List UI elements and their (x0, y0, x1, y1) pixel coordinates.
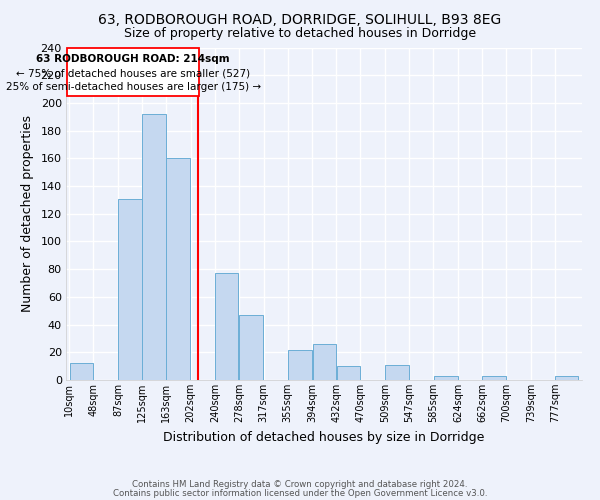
Text: 25% of semi-detached houses are larger (175) →: 25% of semi-detached houses are larger (… (5, 82, 260, 92)
Text: 63, RODBOROUGH ROAD, DORRIDGE, SOLIHULL, B93 8EG: 63, RODBOROUGH ROAD, DORRIDGE, SOLIHULL,… (98, 12, 502, 26)
X-axis label: Distribution of detached houses by size in Dorridge: Distribution of detached houses by size … (163, 430, 485, 444)
Bar (288, 350, 312, 380)
Text: Size of property relative to detached houses in Dorridge: Size of property relative to detached ho… (124, 28, 476, 40)
Y-axis label: Number of detached properties: Number of detached properties (20, 116, 34, 312)
Bar (434, 376, 458, 380)
Bar (166, 158, 190, 380)
Text: 63 RODBOROUGH ROAD: 214sqm: 63 RODBOROUGH ROAD: 214sqm (36, 54, 230, 64)
Text: Contains HM Land Registry data © Crown copyright and database right 2024.: Contains HM Land Registry data © Crown c… (132, 480, 468, 489)
Text: Contains public sector information licensed under the Open Government Licence v3: Contains public sector information licen… (113, 488, 487, 498)
Text: ← 75% of detached houses are smaller (527): ← 75% of detached houses are smaller (52… (16, 68, 250, 78)
Bar (70, 364, 93, 380)
Bar (482, 376, 506, 380)
Bar (239, 315, 263, 380)
FancyBboxPatch shape (67, 48, 199, 96)
Bar (337, 366, 360, 380)
Bar (118, 198, 142, 380)
Bar (385, 365, 409, 380)
Bar (555, 376, 578, 380)
Bar (313, 344, 336, 380)
Bar (142, 114, 166, 380)
Bar (215, 274, 238, 380)
